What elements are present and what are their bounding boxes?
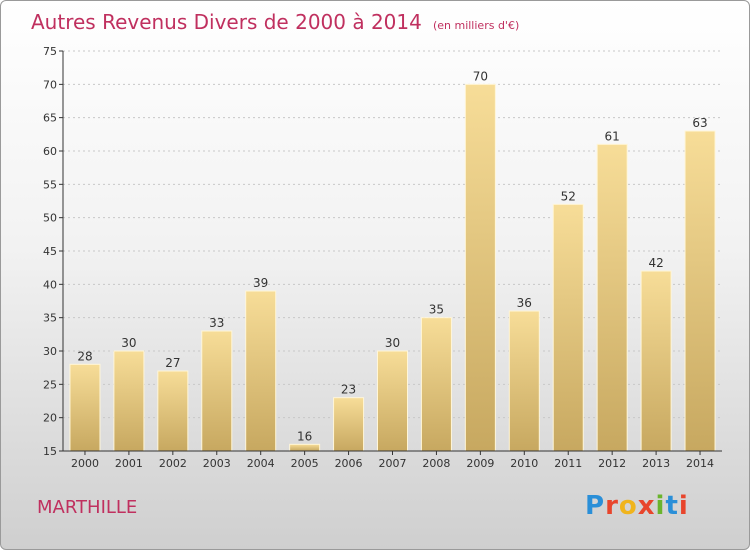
brand-letter: x xyxy=(637,491,656,521)
y-tick-label: 50 xyxy=(43,212,57,225)
brand-letter: t xyxy=(665,491,679,521)
bar-value-label: 27 xyxy=(165,356,180,370)
bar-value-label: 35 xyxy=(429,303,444,317)
y-tick-label: 60 xyxy=(43,145,57,158)
bar-value-label: 30 xyxy=(385,336,400,350)
x-tick-label: 2006 xyxy=(335,457,363,470)
bar xyxy=(113,350,145,452)
x-tick-label: 2014 xyxy=(686,457,714,470)
brand-letter: P xyxy=(585,491,606,521)
brand-letter: r xyxy=(605,491,619,521)
bar xyxy=(245,290,277,452)
y-tick-label: 40 xyxy=(43,278,57,291)
brand-letter: i xyxy=(678,491,689,521)
x-tick-label: 2013 xyxy=(642,457,670,470)
bar xyxy=(508,310,540,452)
y-tick-label: 15 xyxy=(43,445,57,458)
bar xyxy=(377,350,408,452)
bar-value-label: 33 xyxy=(209,316,224,330)
x-tick-label: 2005 xyxy=(291,457,319,470)
bar-value-label: 63 xyxy=(692,116,707,130)
y-tick-label: 35 xyxy=(43,312,57,325)
bar-value-label: 16 xyxy=(297,429,312,443)
bar xyxy=(640,270,672,452)
bar xyxy=(684,130,716,452)
bar xyxy=(69,363,101,452)
x-tick-label: 2000 xyxy=(71,457,99,470)
bars xyxy=(69,83,716,452)
y-tick-label: 45 xyxy=(43,245,57,258)
bar-value-label: 39 xyxy=(253,276,268,290)
title-line: Autres Revenus Divers de 2000 à 2014 (en… xyxy=(31,10,519,34)
bar xyxy=(157,370,189,452)
y-tick-label: 20 xyxy=(43,412,57,425)
x-tick-label: 2010 xyxy=(510,457,538,470)
brand-logo: Proxiti xyxy=(585,491,689,521)
bar xyxy=(420,317,452,452)
x-tick-label: 2001 xyxy=(115,457,143,470)
x-tick-label: 2002 xyxy=(159,457,187,470)
y-tick-label: 55 xyxy=(43,178,57,191)
y-tick-label: 75 xyxy=(43,45,57,58)
labels: 15 20 25 30 35 40 45 50 55 60 65 70 75 28 2000 30 2001 27… xyxy=(43,45,714,470)
y-tick-label: 65 xyxy=(43,112,57,125)
x-tick-label: 2003 xyxy=(203,457,231,470)
chart-subtitle: (en milliers d'€) xyxy=(432,19,520,32)
x-tick-label: 2009 xyxy=(466,457,494,470)
bar-value-label: 61 xyxy=(605,129,620,143)
bar xyxy=(201,330,233,452)
bar-value-label: 42 xyxy=(648,256,663,270)
bar xyxy=(333,397,365,452)
bar-value-label: 23 xyxy=(341,383,356,397)
x-tick-label: 2012 xyxy=(598,457,626,470)
y-tick-label: 70 xyxy=(43,78,57,91)
x-tick-label: 2007 xyxy=(379,457,407,470)
x-tick-label: 2004 xyxy=(247,457,275,470)
axes xyxy=(59,50,722,455)
bar-value-label: 28 xyxy=(77,349,92,363)
chart-title: Autres Revenus Divers de 2000 à 2014 xyxy=(31,10,422,34)
brand-letter: o xyxy=(618,491,638,521)
bar xyxy=(289,443,321,452)
bar xyxy=(464,83,496,452)
bar xyxy=(596,143,628,452)
brand-letter: i xyxy=(655,491,666,521)
x-tick-label: 2011 xyxy=(554,457,582,470)
x-tick-label: 2008 xyxy=(422,457,450,470)
bar-value-label: 52 xyxy=(561,189,576,203)
bar-value-label: 30 xyxy=(121,336,136,350)
bar-value-label: 36 xyxy=(517,296,532,310)
y-tick-label: 30 xyxy=(43,345,57,358)
place-name: MARTHILLE xyxy=(37,497,138,518)
y-tick-label: 25 xyxy=(43,378,57,391)
bar xyxy=(552,203,584,452)
bar-value-label: 70 xyxy=(473,69,488,83)
